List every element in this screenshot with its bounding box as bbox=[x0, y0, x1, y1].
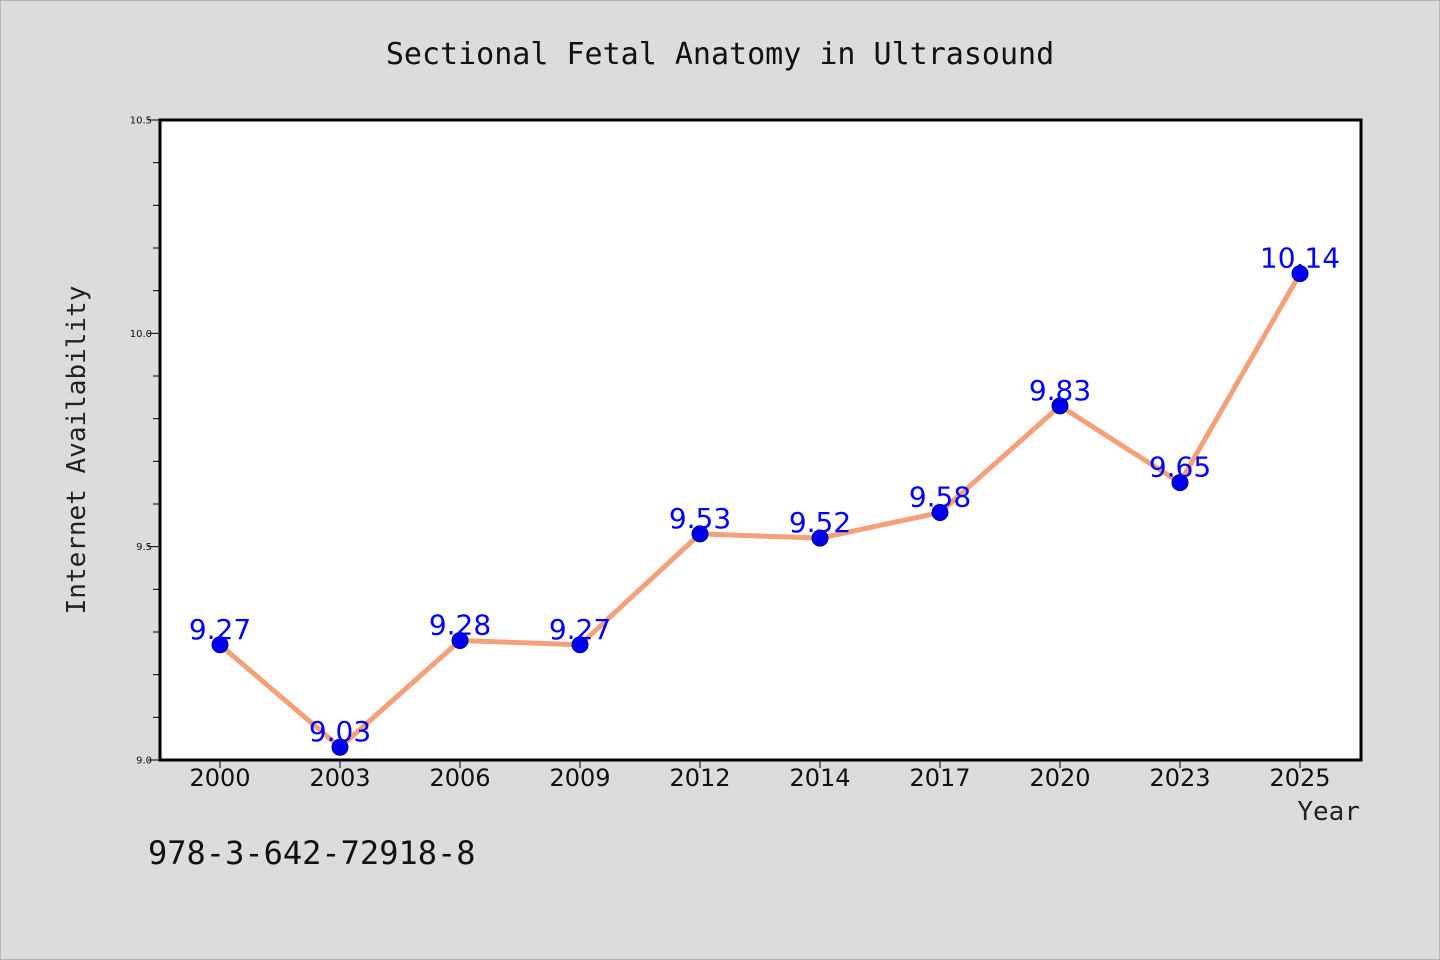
data-point bbox=[331, 738, 349, 756]
x-tick-label: 2009 bbox=[549, 764, 610, 792]
x-tick-label: 2017 bbox=[909, 764, 970, 792]
x-tick-label: 2003 bbox=[309, 764, 370, 792]
chart-title: Sectional Fetal Anatomy in Ultrasound bbox=[386, 37, 1054, 72]
x-tick-label: 2023 bbox=[1149, 764, 1210, 792]
data-label: 9.53 bbox=[669, 502, 731, 535]
data-point bbox=[1051, 397, 1069, 415]
x-tick-label: 2012 bbox=[669, 764, 730, 792]
data-point bbox=[931, 504, 949, 522]
data-point bbox=[1171, 474, 1189, 492]
data-label: 9.83 bbox=[1029, 374, 1091, 407]
y-tick-label: 9.0 bbox=[136, 756, 152, 767]
y-tick-label: 9.5 bbox=[136, 542, 152, 553]
x-tick-label: 2025 bbox=[1269, 764, 1330, 792]
plot-area bbox=[160, 120, 1361, 760]
y-tick-label: 10.5 bbox=[130, 116, 152, 127]
data-label: 10.14 bbox=[1260, 242, 1340, 275]
y-axis-label: Internet Availability bbox=[62, 286, 92, 615]
plot-border bbox=[158, 118, 1363, 762]
data-markers bbox=[211, 265, 1309, 756]
data-label: 9.52 bbox=[789, 506, 851, 539]
series-line bbox=[217, 271, 1303, 750]
data-label: 9.28 bbox=[429, 609, 491, 642]
x-tick-label: 2020 bbox=[1029, 764, 1090, 792]
y-tick-label: 10.0 bbox=[130, 329, 152, 340]
data-label: 9.27 bbox=[189, 613, 251, 646]
data-label: 9.58 bbox=[909, 481, 971, 514]
x-tick-label: 2000 bbox=[189, 764, 250, 792]
data-point bbox=[451, 632, 469, 650]
data-point bbox=[571, 636, 589, 654]
data-point bbox=[1291, 265, 1309, 283]
data-point bbox=[811, 529, 829, 547]
data-point bbox=[691, 525, 709, 543]
x-tick-label: 2006 bbox=[429, 764, 490, 792]
x-axis-label: Year bbox=[1297, 797, 1360, 827]
y-major-ticks: 9.0 9.5 10.0 10.5 bbox=[130, 116, 160, 767]
isbn-code: 978-3-642-72918-8 bbox=[148, 834, 476, 872]
data-point bbox=[211, 636, 229, 654]
data-label: 9.65 bbox=[1149, 451, 1211, 484]
series-line-group bbox=[217, 271, 1303, 750]
x-ticks: 2000 2003 2006 2009 2012 2014 2017 2020 2023 2025 bbox=[189, 760, 1331, 792]
data-labels: 9.27 9.03 9.28 9.27 9.53 9.52 9.58 9.83 9.65 10.1… bbox=[189, 242, 1340, 749]
x-tick-label: 2014 bbox=[789, 764, 850, 792]
data-label: 9.27 bbox=[549, 613, 611, 646]
data-label: 9.03 bbox=[309, 715, 371, 748]
